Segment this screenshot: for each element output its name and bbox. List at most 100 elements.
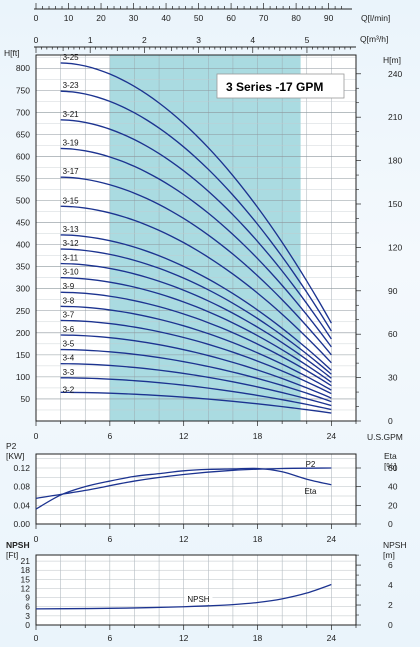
head-x-axis-label: U.S.GPM <box>367 432 403 442</box>
npsh-right-tick-label: 4 <box>388 580 393 590</box>
npsh-right-axis-unit: [m] <box>383 550 395 560</box>
head-curve-label: 3-17 <box>63 167 80 176</box>
head-right-tick-label: 90 <box>388 286 398 296</box>
head-right-tick-label: 180 <box>388 156 402 166</box>
head-left-tick-label: 750 <box>16 85 30 95</box>
npsh-left-tick-label: 9 <box>25 593 30 603</box>
power-axis-unit: [KW] <box>6 451 24 461</box>
head-curve-3-3 <box>60 377 332 411</box>
power-left-tick-label: 0.00 <box>13 519 30 529</box>
top-axis-m3h: 0 1 2 3 4 5 Q[m³/h] <box>34 34 388 53</box>
head-left-tick-label: 650 <box>16 129 30 139</box>
curve-npsh <box>35 583 332 610</box>
head-curve-3-9 <box>60 291 332 387</box>
head-curve-label: 3-15 <box>63 196 80 205</box>
head-left-tick-label: 600 <box>16 151 30 161</box>
head-left-tick-label: 250 <box>16 306 30 316</box>
head-curve-3-7 <box>60 319 332 395</box>
head-curve-label: 3-5 <box>63 340 75 349</box>
npsh-left-axis-unit: [Ft] <box>6 550 18 560</box>
npsh-curve-label-bg <box>184 595 213 605</box>
head-curve-label: 3-2 <box>63 385 75 394</box>
head-right-tick-label: 240 <box>388 69 402 79</box>
npsh-x-tick-label: 6 <box>107 633 112 643</box>
head-curve-label: 3-3 <box>63 368 75 377</box>
npsh-left-axis-label: NPSH <box>6 540 30 550</box>
head-curve-label: 3-19 <box>63 138 80 147</box>
head-curve-label: 3-23 <box>63 81 80 90</box>
head-x-tick-label: 0 <box>34 431 39 441</box>
power-x-tick-label: 18 <box>253 534 263 544</box>
head-curve-3-8 <box>60 305 332 391</box>
head-left-tick-labels: 50 100 150 200 250 300 350 400 450 500 550 600 650 70… <box>16 63 30 404</box>
chart-title: 3 Series -17 GPM <box>226 80 323 94</box>
head-left-tick-label: 550 <box>16 173 30 183</box>
power-x-tick-label: 6 <box>107 534 112 544</box>
eta-axis-unit: [%] <box>384 461 396 471</box>
lmin-tick-label: 70 <box>259 13 269 23</box>
head-left-tick-label: 50 <box>21 394 31 404</box>
head-left-tick-label: 500 <box>16 196 30 206</box>
top-axis-lmin: 0 10 20 30 40 50 60 70 80 90 Q[l/min] <box>34 3 390 23</box>
power-left-tick-label: 0.04 <box>13 500 30 510</box>
head-curve-3-6 <box>60 334 332 399</box>
head-curve-3-11 <box>60 262 332 379</box>
head-curve-3-10 <box>60 277 332 383</box>
head-curve-labels: 3-2 3-3 3-4 3-5 3-6 3-7 3-8 3-9 3-10 3-11 3-12 3-13… <box>63 53 80 394</box>
lmin-tick-group: 0 10 20 30 40 50 60 70 80 90 <box>34 3 342 23</box>
power-x-tick-labels: 0 6 12 18 24 <box>34 524 357 544</box>
npsh-x-tick-label: 12 <box>179 633 189 643</box>
eta-axis-label: Eta <box>384 451 397 461</box>
head-left-tick-label: 200 <box>16 328 30 338</box>
power-left-tick-label: 0.12 <box>13 463 30 473</box>
npsh-right-tick-label: 6 <box>388 560 393 570</box>
head-x-tick-label: 6 <box>107 431 112 441</box>
m3h-tick-group: 0 1 2 3 4 5 <box>34 35 351 53</box>
npsh-chart-plot-area <box>36 555 356 625</box>
top-axis-m3h-label: Q[m³/h] <box>360 34 388 44</box>
head-curve-label: 3-7 <box>63 310 75 319</box>
npsh-right-tick-label: 2 <box>388 600 393 610</box>
lmin-tick-label: 20 <box>96 13 106 23</box>
npsh-left-tick-label: 12 <box>21 583 31 593</box>
head-curve-3-15 <box>60 205 332 364</box>
head-curve-label: 3-9 <box>63 282 75 291</box>
head-left-tick-label: 150 <box>16 350 30 360</box>
head-right-tick-label: 60 <box>388 329 398 339</box>
curve-p2 <box>35 467 332 499</box>
npsh-curves: NPSH <box>35 583 332 610</box>
npsh-chart-frame <box>35 554 357 626</box>
lmin-tick-label: 0 <box>34 13 39 23</box>
head-right-tick-label: 210 <box>388 112 402 122</box>
lmin-tick-label: 50 <box>194 13 204 23</box>
head-left-tick-label: 800 <box>16 63 30 73</box>
curve-eta <box>35 467 332 510</box>
m3h-tick-label: 1 <box>88 35 93 45</box>
head-x-tick-label: 18 <box>253 431 263 441</box>
eta-right-tick-label: 60 <box>388 463 398 473</box>
npsh-left-tick-label: 0 <box>25 620 30 630</box>
lmin-tick-label: 90 <box>324 13 334 23</box>
eta-right-tick-label: 0 <box>388 519 393 529</box>
lmin-tick-label: 80 <box>291 13 301 23</box>
m3h-tick-label: 2 <box>142 35 147 45</box>
npsh-right-axis-label: NPSH <box>383 540 407 550</box>
npsh-x-tick-label: 18 <box>253 633 263 643</box>
m3h-tick-label: 4 <box>250 35 255 45</box>
eta-right-tick-labels: 0 20 40 60 <box>356 463 398 529</box>
head-curve-label: 3-11 <box>63 254 79 263</box>
npsh-left-tick-label: 3 <box>25 611 30 621</box>
head-chart-frame <box>35 54 357 422</box>
head-curve-3-13 <box>60 234 332 371</box>
power-x-tick-label: 24 <box>327 534 337 544</box>
head-curve-label: 3-13 <box>63 225 80 234</box>
head-curve-3-12 <box>60 248 332 375</box>
head-curve-3-25 <box>60 62 332 324</box>
head-curve-label: 3-21 <box>63 110 80 119</box>
head-x-tick-label: 24 <box>327 431 337 441</box>
eta-right-tick-label: 20 <box>388 500 398 510</box>
m3h-tick-label: 5 <box>305 35 310 45</box>
